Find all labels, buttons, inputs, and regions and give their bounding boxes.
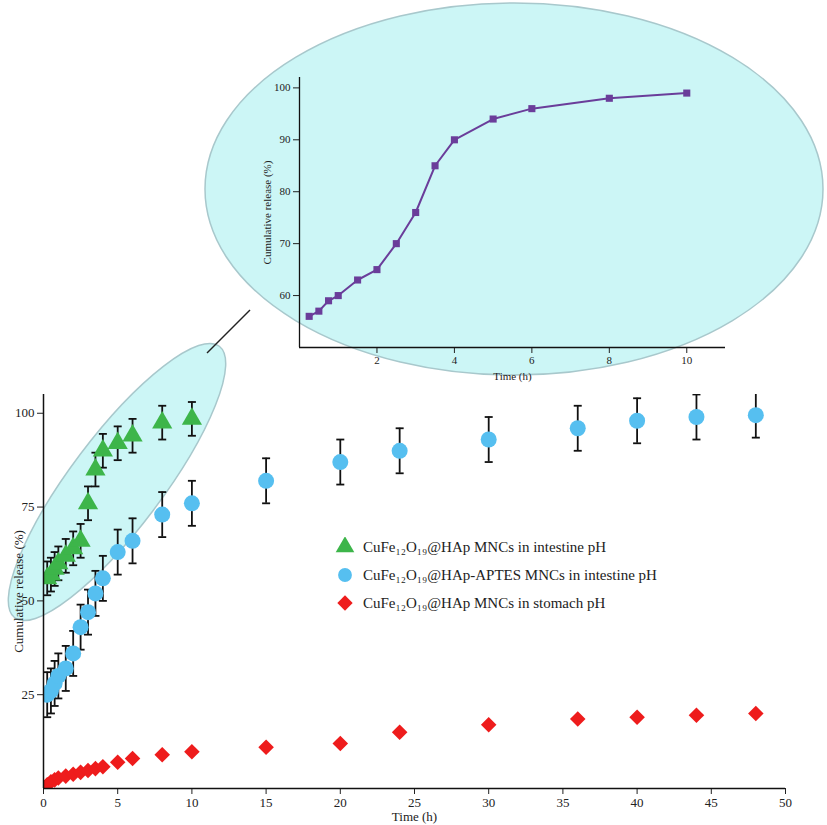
- svg-text:70: 70: [280, 237, 292, 249]
- html-text:CuFe₁₂O₁₉@HAp-APTES MNCs in in: CuFe₁₂O₁₉@HAp-APTES MNCs in intestine pH: [363, 566, 657, 583]
- svg-text:30: 30: [482, 795, 495, 810]
- svg-text:80: 80: [280, 185, 292, 197]
- svg-text:Time (h): Time (h): [392, 809, 437, 824]
- svg-text:50: 50: [779, 795, 792, 810]
- svg-text:75: 75: [22, 499, 35, 514]
- svg-text:20: 20: [334, 795, 347, 810]
- svg-text:45: 45: [705, 795, 718, 810]
- svg-text:0: 0: [40, 795, 47, 810]
- svg-text:Time (h): Time (h): [493, 370, 532, 383]
- html-text:CuFe₁₂O₁₉@HAp MNCs in stomach: CuFe₁₂O₁₉@HAp MNCs in stomach pH: [363, 594, 606, 611]
- svg-text:10: 10: [681, 354, 693, 366]
- svg-text:15: 15: [260, 795, 273, 810]
- svg-text:90: 90: [280, 133, 292, 145]
- svg-text:35: 35: [556, 795, 569, 810]
- svg-text:8: 8: [607, 354, 613, 366]
- svg-text:100: 100: [274, 81, 291, 93]
- svg-text:40: 40: [631, 795, 644, 810]
- svg-text:Cumulative release (%): Cumulative release (%): [261, 160, 274, 264]
- svg-text:10: 10: [185, 795, 198, 810]
- svg-text:25: 25: [22, 687, 35, 702]
- svg-text:25: 25: [408, 795, 421, 810]
- svg-text:6: 6: [529, 354, 535, 366]
- svg-text:4: 4: [452, 354, 458, 366]
- svg-text:2: 2: [374, 354, 380, 366]
- svg-text:50: 50: [21, 593, 35, 608]
- html-text:CuFe₁₂O₁₉@HAp MNCs in intestin: CuFe₁₂O₁₉@HAp MNCs in intestine pH: [363, 538, 607, 555]
- svg-text:5: 5: [114, 795, 121, 810]
- svg-text:Cumulative release (%): Cumulative release (%): [11, 530, 26, 653]
- svg-text:60: 60: [280, 289, 292, 301]
- svg-text:100: 100: [15, 405, 35, 420]
